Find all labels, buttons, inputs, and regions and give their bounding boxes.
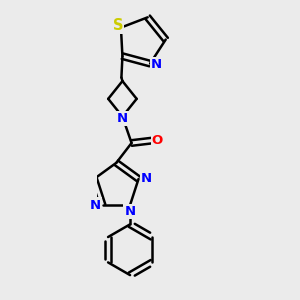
Text: N: N xyxy=(151,58,162,71)
Text: N: N xyxy=(124,205,136,218)
Text: N: N xyxy=(89,199,100,212)
Text: S: S xyxy=(112,18,123,33)
Text: N: N xyxy=(117,112,128,125)
Text: O: O xyxy=(152,134,163,147)
Text: N: N xyxy=(141,172,152,185)
